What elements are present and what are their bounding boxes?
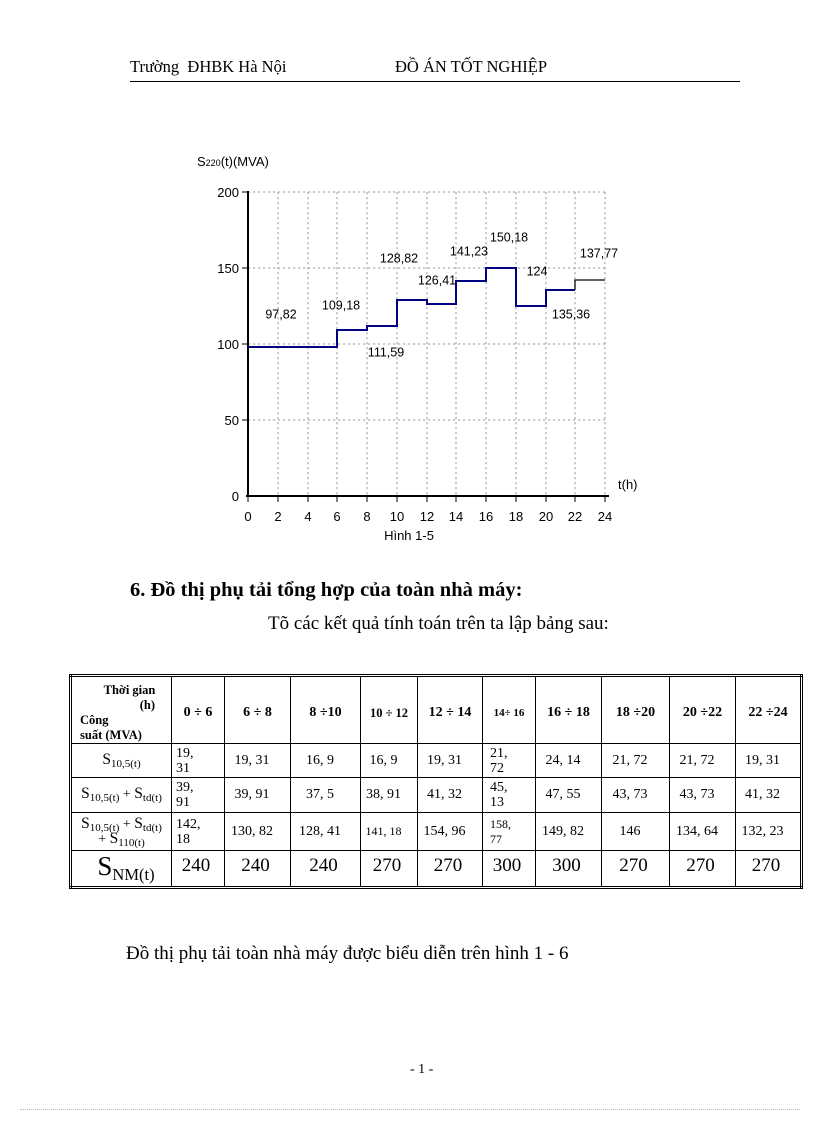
svg-text:6: 6: [333, 509, 340, 524]
svg-text:8: 8: [363, 509, 370, 524]
svg-text:t(h): t(h): [618, 477, 638, 492]
svg-text:141,23: 141,23: [450, 245, 488, 259]
svg-text:2: 2: [274, 509, 281, 524]
svg-text:100: 100: [217, 337, 239, 352]
svg-text:14: 14: [449, 509, 463, 524]
svg-text:137,77: 137,77: [580, 247, 618, 261]
svg-text:22: 22: [568, 509, 582, 524]
svg-text:111,59: 111,59: [368, 346, 404, 360]
svg-text:0: 0: [244, 509, 251, 524]
svg-text:16: 16: [479, 509, 493, 524]
svg-text:150: 150: [217, 261, 239, 276]
svg-text:97,82: 97,82: [265, 308, 296, 322]
svg-text:126,41: 126,41: [418, 274, 456, 288]
svg-text:128,82: 128,82: [380, 252, 418, 266]
svg-text:20: 20: [539, 509, 553, 524]
svg-text:24: 24: [598, 509, 612, 524]
svg-text:4: 4: [304, 509, 311, 524]
svg-text:18: 18: [509, 509, 523, 524]
svg-text:12: 12: [420, 509, 434, 524]
svg-text:Hình 1-5: Hình 1-5: [384, 528, 434, 543]
svg-text:S220(t)(MVA): S220(t)(MVA): [197, 154, 269, 169]
svg-text:10: 10: [390, 509, 404, 524]
svg-text:124: 124: [527, 265, 548, 279]
svg-text:0: 0: [232, 489, 239, 504]
svg-text:50: 50: [225, 413, 239, 428]
svg-text:109,18: 109,18: [322, 299, 360, 313]
svg-text:135,36: 135,36: [552, 308, 590, 322]
svg-text:150,18: 150,18: [490, 231, 528, 245]
svg-text:200: 200: [217, 185, 239, 200]
